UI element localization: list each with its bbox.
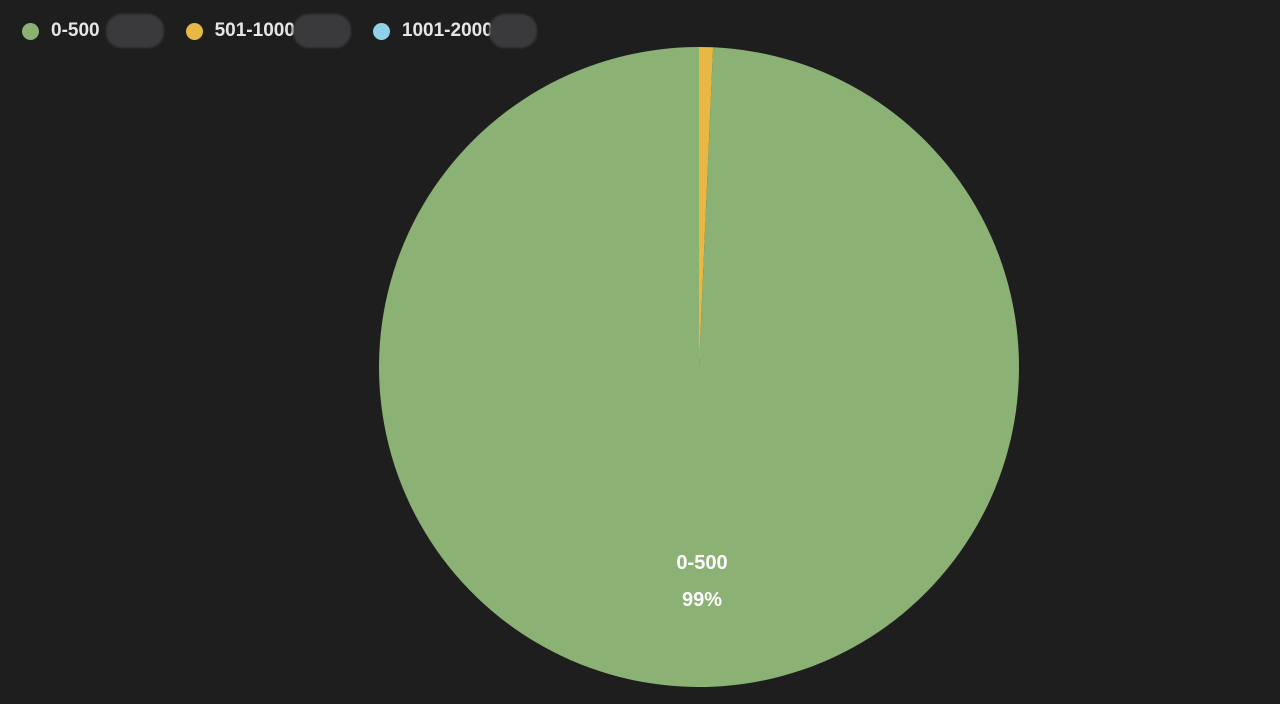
legend-swatch xyxy=(22,22,39,40)
redacted-blur xyxy=(105,14,164,48)
chart-legend: 0-500 501-1000 1001-2000 xyxy=(22,14,559,48)
legend-item-0-500[interactable]: 0-500 xyxy=(22,14,164,48)
slice-percent-label: 99% xyxy=(682,589,722,611)
legend-item-1001-2000[interactable]: 1001-2000 xyxy=(372,14,537,48)
redacted-blur xyxy=(488,14,537,48)
legend-label: 1001-2000 xyxy=(401,20,493,41)
redacted-blur xyxy=(292,14,351,48)
legend-item-501-1000[interactable]: 501-1000 xyxy=(185,14,351,48)
pie-slice-0-500[interactable] xyxy=(379,47,1020,687)
legend-swatch xyxy=(185,22,203,40)
slice-name-label: 0-500 xyxy=(676,552,727,574)
legend-label: 0-500 xyxy=(51,20,100,41)
legend-label: 501-1000 xyxy=(214,20,295,41)
pie-slice-501-1000[interactable] xyxy=(699,47,714,367)
legend-swatch xyxy=(372,22,390,40)
